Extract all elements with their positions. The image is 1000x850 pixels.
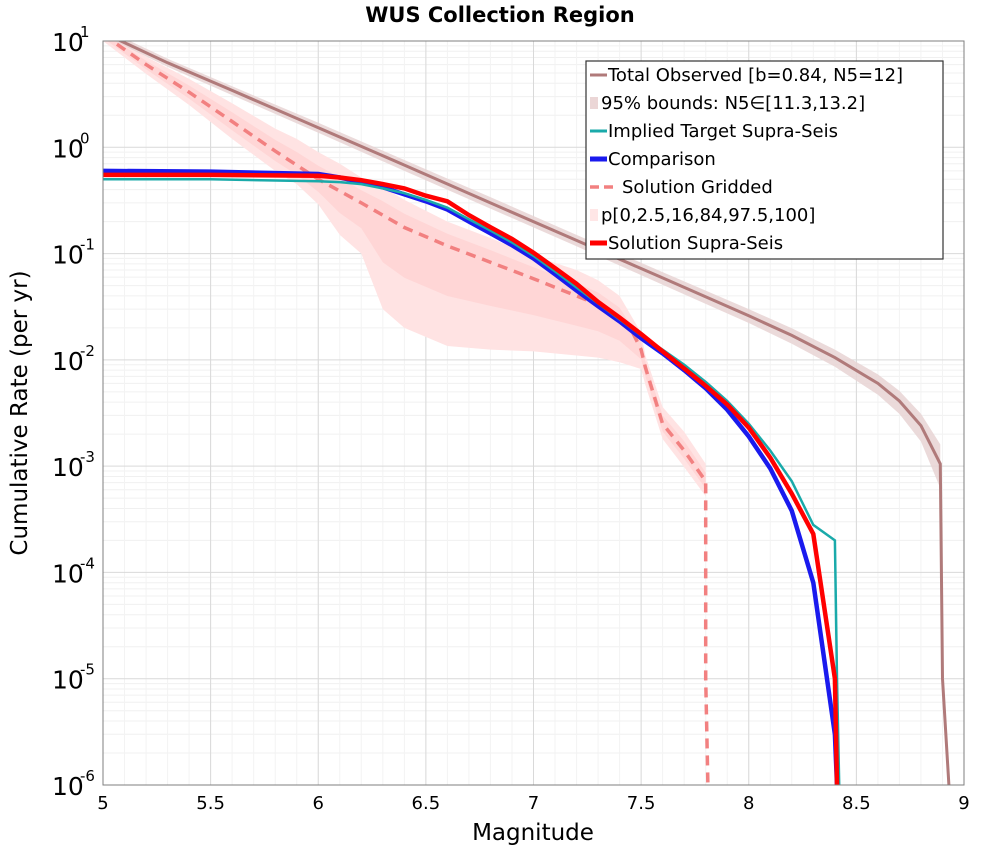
y-tick-label: 10-4 [52, 554, 95, 588]
plot-frame [102, 40, 965, 786]
y-tick-exponent: -4 [80, 554, 95, 572]
y-tick-base: 10 [52, 28, 84, 57]
x-tick-label: 7 [528, 793, 539, 814]
series-solution-supra-seis [103, 172, 840, 785]
y-tick-base: 10 [52, 666, 84, 695]
y-tick-exponent: 0 [80, 129, 90, 147]
legend-label: 95% bounds: N5∈[11.3,13.2] [601, 93, 865, 114]
y-tick-label: 10-3 [52, 448, 95, 482]
legend-label: Implied Target Supra-Seis [608, 121, 838, 142]
y-tick-label: 101 [52, 23, 90, 57]
legend-label: Total Observed [b=0.84, N5=12] [607, 65, 903, 86]
legend-entry: Solution Gridded [590, 177, 773, 198]
x-tick-label: 8 [743, 793, 754, 814]
y-tick-exponent: -1 [80, 236, 95, 254]
legend-label: p[0,2.5,16,84,97.5,100] [601, 205, 815, 226]
solution-gridded-inner-band [107, 41, 706, 489]
y-tick-base: 10 [52, 559, 84, 588]
y-tick-base: 10 [52, 347, 84, 376]
legend-box [585, 60, 944, 260]
legend-swatch [590, 97, 598, 109]
legend-entry: Total Observed [b=0.84, N5=12] [590, 65, 903, 86]
legend-label: Solution Gridded [622, 177, 773, 198]
y-tick-label: 10-5 [52, 661, 95, 695]
legend: Total Observed [b=0.84, N5=12] 95% bounds… [585, 60, 944, 260]
legend-entry: 95% bounds: N5∈[11.3,13.2] [590, 93, 865, 114]
x-tick-label: 6.5 [412, 793, 441, 814]
y-tick-label: 10-6 [52, 767, 95, 801]
y-tick-label: 10-1 [52, 236, 95, 270]
x-tick-label: 9 [958, 793, 969, 814]
legend-entry: Solution Supra-Seis [590, 233, 783, 254]
x-tick-label: 8.5 [842, 793, 871, 814]
y-tick-base: 10 [52, 241, 84, 270]
series-total-observed [117, 41, 951, 785]
x-tick-label: 6 [313, 793, 324, 814]
legend-entry: Implied Target Supra-Seis [590, 121, 838, 142]
series-implied-target [103, 178, 841, 785]
legend-entry: Comparison [590, 149, 716, 170]
y-tick-base: 10 [52, 453, 84, 482]
y-tick-base: 10 [52, 772, 84, 801]
grid [102, 40, 965, 786]
series-lines [103, 41, 951, 785]
y-tick-exponent: -3 [80, 448, 95, 466]
legend-entry: p[0,2.5,16,84,97.5,100] [590, 205, 815, 226]
y-tick-label: 100 [52, 129, 90, 163]
y-axis-label: Cumulative Rate (per yr) [7, 270, 33, 555]
x-tick-label: 7.5 [627, 793, 656, 814]
legend-label: Comparison [608, 149, 716, 170]
y-tick-exponent: 1 [80, 23, 90, 41]
legend-swatch [590, 209, 598, 221]
x-tick-label: 5.5 [196, 793, 225, 814]
y-tick-exponent: -2 [80, 342, 95, 360]
series-comparison [103, 168, 840, 785]
legend-label: Solution Supra-Seis [608, 233, 783, 254]
y-tick-label: 10-2 [52, 342, 95, 376]
y-tick-exponent: -5 [80, 661, 95, 679]
x-axis-ticks: 5 5.5 6 6.5 7 7.5 8 8.5 9 [97, 793, 969, 814]
x-axis-label: Magnitude [472, 820, 594, 846]
y-tick-exponent: -6 [80, 767, 95, 785]
bands [103, 41, 941, 497]
x-tick-label: 5 [97, 793, 108, 814]
y-tick-base: 10 [52, 134, 84, 163]
chart-title: WUS Collection Region [365, 3, 635, 27]
